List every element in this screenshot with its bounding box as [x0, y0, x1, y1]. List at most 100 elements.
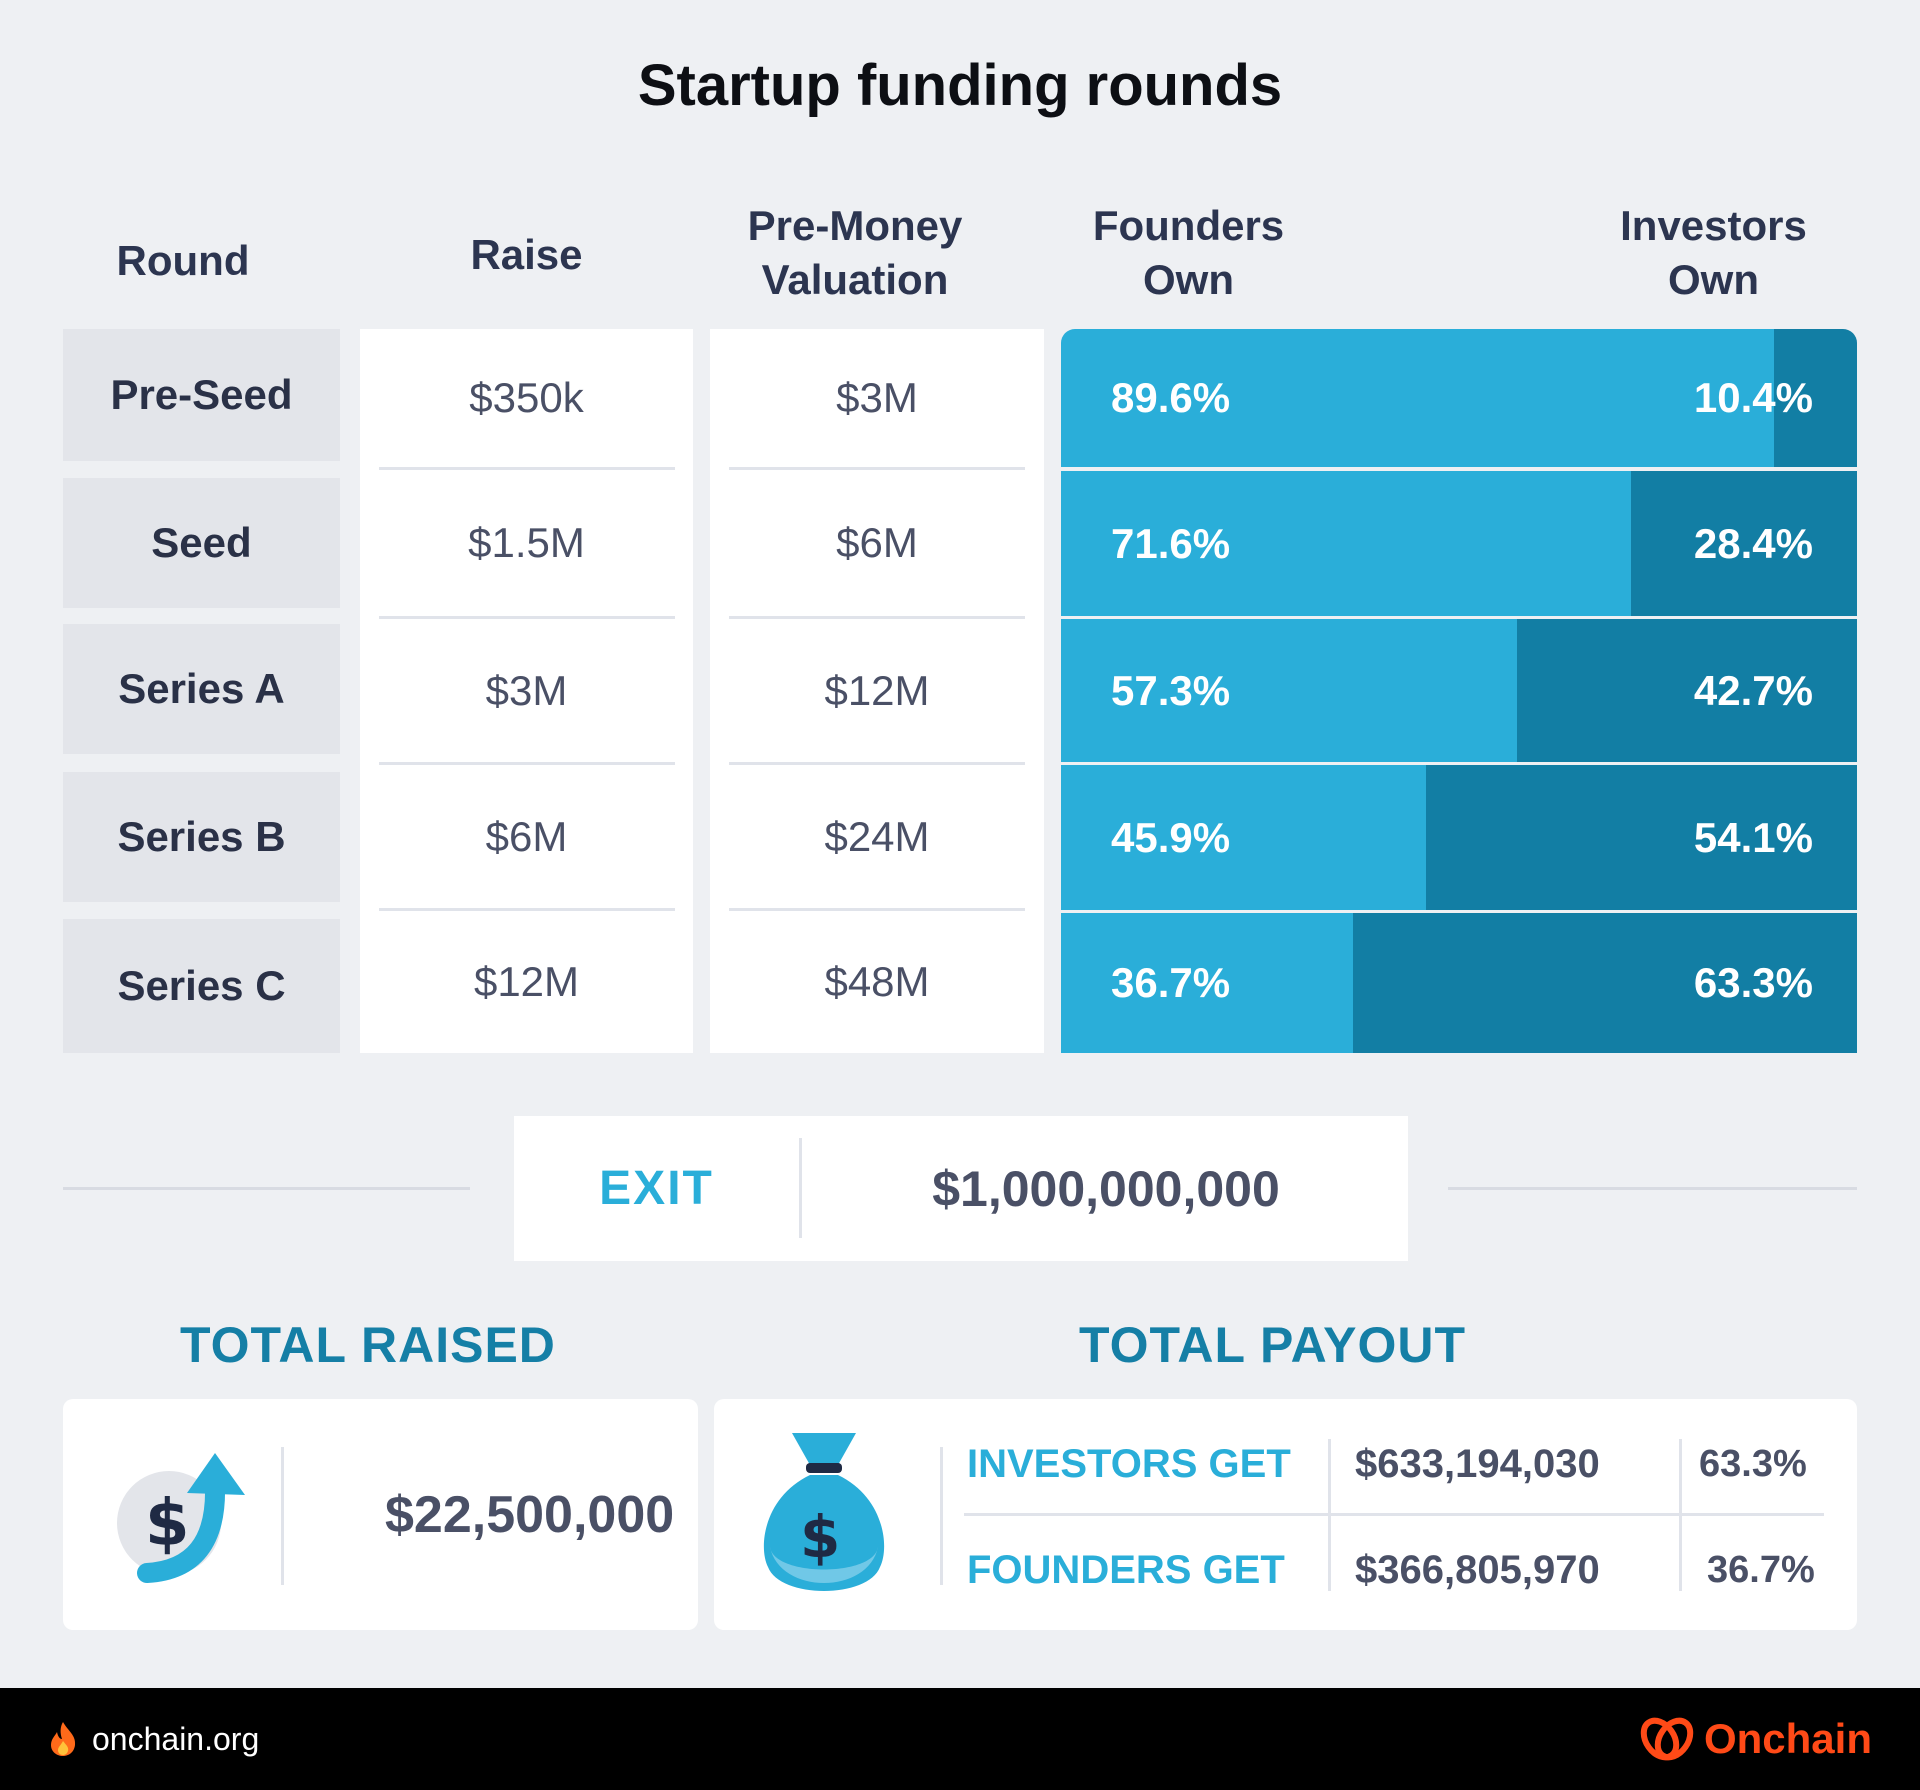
pre-money-cell: $6M [710, 470, 1044, 616]
investors-get-label: INVESTORS GET [967, 1441, 1291, 1486]
header-investors-line2: Own [1668, 256, 1759, 303]
onchain-logo-icon [1640, 1717, 1694, 1761]
exit-label: EXIT [599, 1162, 714, 1215]
founders-own-label: 36.7% [1111, 959, 1231, 1006]
total-raised-divider [281, 1447, 284, 1585]
pre-money-cell: $3M [710, 329, 1044, 467]
founders-own-bar [1061, 913, 1354, 1053]
round-label-text: Series A [118, 665, 285, 712]
footer-site-link[interactable]: onchain.org [92, 1720, 260, 1757]
payout-row-divider [964, 1513, 1824, 1516]
investors-own-label: 54.1% [1693, 813, 1813, 861]
raise-divider [379, 467, 675, 470]
investors-own-bar [1517, 619, 1857, 762]
pre-money-divider [729, 762, 1025, 765]
raise-cell: $1.5M [360, 470, 693, 616]
header-pre-money-line1: Pre-Money [747, 202, 963, 249]
header-raise: Raise [360, 228, 693, 282]
pre-money-value: $12M [824, 666, 930, 714]
ownership-bar-row: 36.7% 63.3% [1061, 913, 1857, 1053]
ownership-bar-row: 89.6% 10.4% [1061, 329, 1857, 467]
investors-own-label: 10.4% [1693, 374, 1813, 421]
exit-rule-right [1448, 1187, 1857, 1190]
investors-own-bar [1426, 765, 1857, 910]
brand-name: Onchain [1703, 1715, 1872, 1762]
investors-own-label: 42.7% [1693, 666, 1813, 714]
payout-icon-divider [940, 1447, 943, 1585]
pre-money-value: $48M [824, 958, 930, 1005]
founders-own-bar [1061, 329, 1775, 467]
round-label-series-b: Series B [63, 772, 340, 902]
pre-money-value: $3M [836, 374, 918, 421]
investors-get-percent: 63.3% [1699, 1442, 1807, 1485]
round-label-series-c: Series C [63, 919, 340, 1053]
total-raised-heading: TOTAL RAISED [180, 1317, 556, 1373]
svg-text:$: $ [145, 1487, 190, 1561]
investors-own-bar [1353, 913, 1857, 1053]
total-raised-panel: $ $22,500,000 [63, 1399, 698, 1630]
pre-money-divider [729, 616, 1025, 619]
round-label-pre-seed: Pre-Seed [63, 329, 340, 461]
raise-value: $12M [473, 958, 580, 1005]
ownership-stacked-bars: 89.6% 10.4% 71.6% 28.4% 57.3% 42.7% 45.9% 54.1%… [1061, 329, 1857, 1053]
ownership-bar-row: 71.6% 28.4% [1061, 471, 1857, 616]
investors-own-label: 28.4% [1693, 519, 1813, 567]
raise-value: $6M [485, 812, 568, 860]
raise-value: $3M [485, 666, 568, 714]
pre-money-column [710, 329, 1044, 1053]
investors-own-bar [1774, 329, 1857, 467]
raise-value: $350k [469, 374, 584, 421]
pre-money-cell: $12M [710, 619, 1044, 762]
founders-own-label: 45.9% [1111, 813, 1231, 861]
pre-money-cell: $24M [710, 765, 1044, 908]
founders-own-bar [1061, 471, 1631, 616]
founders-get-percent: 36.7% [1707, 1548, 1815, 1591]
header-founders-line1: Founders [1092, 202, 1285, 249]
header-round-label: Round [116, 237, 250, 284]
founders-own-bar [1061, 765, 1427, 910]
founders-get-amount: $366,805,970 [1355, 1547, 1600, 1592]
raise-divider [379, 762, 675, 765]
round-label-text: Seed [151, 519, 252, 566]
pre-money-value: $6M [836, 519, 918, 566]
raise-cell: $12M [360, 911, 693, 1053]
founders-get-label: FOUNDERS GET [967, 1547, 1285, 1592]
investors-get-amount: $633,194,030 [1355, 1441, 1600, 1486]
raise-cell: $350k [360, 329, 693, 467]
header-founders-own: Founders Own [1061, 199, 1316, 307]
founders-own-label: 71.6% [1111, 519, 1231, 567]
bar-row-gap [1061, 910, 1857, 913]
founders-own-bar [1061, 619, 1518, 762]
footer-bar: onchain.org Onchain [0, 1688, 1920, 1790]
bar-row-gap [1061, 762, 1857, 765]
raise-cell: $6M [360, 765, 693, 908]
header-raise-label: Raise [470, 231, 583, 278]
round-label-text: Series B [117, 813, 286, 860]
founders-own-label: 89.6% [1111, 374, 1231, 421]
exit-value: $1,000,000,000 [932, 1160, 1280, 1217]
pre-money-value: $24M [824, 812, 930, 860]
ownership-bar-row: 57.3% 42.7% [1061, 619, 1857, 762]
flame-icon [51, 1722, 76, 1756]
ownership-bar-row: 45.9% 54.1% [1061, 765, 1857, 910]
founders-own-label: 57.3% [1111, 666, 1231, 714]
brand-logo[interactable]: Onchain [1640, 1688, 1872, 1790]
raise-value: $1.5M [468, 519, 585, 566]
pre-money-divider [729, 467, 1025, 470]
investors-own-label: 63.3% [1693, 959, 1813, 1006]
bar-row-gap [1061, 467, 1857, 470]
header-round: Round [63, 234, 303, 288]
round-label-seed: Seed [63, 478, 340, 608]
exit-rule-left [63, 1187, 470, 1190]
bar-row-gap [1061, 616, 1857, 619]
total-payout-heading: TOTAL PAYOUT [1079, 1317, 1467, 1373]
pre-money-divider [729, 908, 1025, 911]
round-label-text: Series C [117, 962, 286, 1009]
raise-divider [379, 908, 675, 911]
header-founders-line2: Own [1143, 256, 1234, 303]
exit-box: EXIT $1,000,000,000 [514, 1116, 1408, 1261]
header-pre-money-line2: Valuation [761, 256, 949, 303]
round-label-text: Pre-Seed [110, 371, 293, 418]
total-raised-value: $22,500,000 [385, 1485, 675, 1544]
dollar-arrow-up-icon: $ [117, 1453, 245, 1583]
